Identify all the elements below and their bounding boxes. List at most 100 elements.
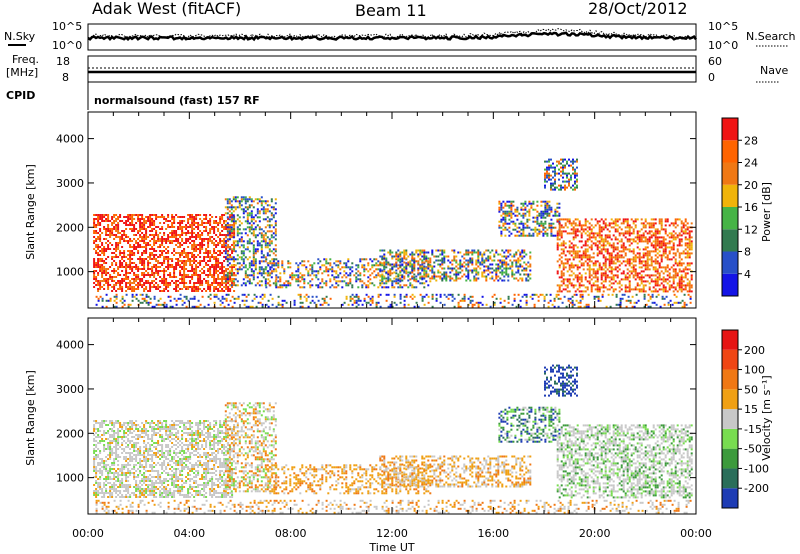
range-gate-cell — [678, 218, 681, 221]
range-gate-cell — [429, 264, 432, 267]
range-gate-cell — [217, 262, 220, 264]
range-gate-cell — [393, 263, 396, 266]
range-gate-cell — [101, 264, 104, 266]
range-gate-cell — [115, 250, 118, 252]
range-gate-cell — [199, 246, 202, 248]
range-gate-cell — [632, 238, 635, 241]
range-gate-cell — [529, 269, 532, 272]
range-gate-cell — [297, 266, 300, 269]
range-gate-cell — [610, 252, 613, 255]
range-gate-cell — [149, 230, 152, 232]
range-gate-cell — [137, 266, 140, 268]
range-gate-cell — [666, 290, 669, 293]
range-gate-cell — [163, 280, 166, 282]
range-gate-cell — [407, 275, 410, 278]
range-gate-cell — [367, 270, 370, 273]
range-gate-cell — [560, 272, 563, 275]
range-gate-cell — [538, 228, 541, 231]
range-gate-cell — [514, 234, 517, 237]
range-gate-cell — [610, 286, 613, 289]
range-gate-cell — [135, 234, 138, 236]
range-gate-cell — [252, 272, 255, 275]
range-gate-cell — [229, 216, 232, 218]
range-gate-cell — [234, 268, 237, 271]
range-gate-cell — [133, 246, 136, 248]
range-gate-cell — [228, 230, 231, 233]
range-gate-cell — [127, 240, 130, 242]
range-gate-cell — [137, 288, 140, 290]
range-gate-cell — [636, 238, 639, 241]
range-gate-cell — [191, 246, 194, 248]
range-gate-cell — [662, 228, 665, 231]
range-gate-cell — [207, 220, 210, 222]
range-gate-cell — [558, 188, 560, 191]
range-gate-cell — [578, 286, 581, 289]
range-gate-cell — [622, 256, 625, 259]
range-gate-cell — [252, 250, 255, 253]
range-gate-cell — [582, 250, 585, 253]
range-gate-cell — [546, 172, 548, 175]
range-gate-cell — [688, 240, 691, 243]
range-gate-cell — [511, 265, 514, 268]
range-gate-cell — [690, 274, 693, 277]
range-gate-cell — [93, 218, 96, 220]
range-gate-cell — [648, 230, 651, 233]
range-gate-cell — [199, 282, 202, 284]
range-gate-cell — [654, 282, 657, 285]
range-gate-cell — [219, 284, 222, 286]
range-gate-cell — [519, 277, 522, 280]
range-gate-cell — [329, 286, 332, 289]
range-gate-cell — [199, 274, 202, 276]
range-gate-cell — [598, 286, 601, 289]
range-gate-cell — [115, 270, 118, 272]
range-gate-cell — [191, 290, 194, 292]
range-gate-cell — [401, 274, 404, 277]
range-gate-cell — [323, 299, 326, 302]
range-gate-cell — [207, 276, 210, 278]
range-gate-cell — [369, 274, 372, 277]
range-gate-cell — [558, 276, 561, 279]
range-gate-cell — [620, 240, 623, 243]
range-gate-cell — [439, 265, 442, 268]
range-gate-cell — [125, 256, 128, 258]
range-gate-cell — [582, 290, 585, 293]
range-gate-cell — [113, 252, 116, 254]
range-gate-cell — [457, 271, 460, 274]
range-gate-cell — [101, 244, 104, 246]
range-gate-cell — [503, 275, 506, 278]
range-gate-cell — [628, 288, 631, 291]
range-gate-cell — [147, 236, 150, 238]
range-gate-cell — [656, 268, 659, 271]
range-gate-cell — [175, 252, 178, 254]
range-gate-cell — [403, 275, 406, 278]
range-gate-cell — [252, 244, 255, 247]
nave-label: Nave — [760, 64, 788, 77]
range-gate-cell — [249, 305, 252, 308]
range-gate-cell — [483, 275, 486, 278]
range-gate-cell — [117, 244, 120, 246]
range-gate-cell — [628, 240, 631, 243]
range-gate-cell — [477, 257, 480, 260]
range-gate-cell — [608, 242, 611, 245]
range-gate-cell — [119, 274, 122, 276]
range-gate-cell — [209, 220, 212, 222]
range-gate-cell — [109, 248, 112, 250]
range-gate-cell — [115, 264, 118, 266]
range-gate-cell — [485, 277, 488, 280]
range-gate-cell — [507, 249, 510, 252]
range-gate-cell — [632, 248, 635, 251]
range-gate-cell — [117, 242, 120, 244]
range-gate-cell — [95, 230, 98, 232]
range-gate-cell — [636, 272, 639, 275]
range-gate-cell — [201, 234, 204, 236]
range-gate-cell — [211, 216, 214, 218]
range-gate-cell — [147, 303, 150, 306]
range-gate-cell — [135, 288, 138, 290]
range-gate-cell — [213, 295, 216, 298]
range-gate-cell — [590, 248, 593, 251]
range-gate-cell — [252, 254, 255, 257]
range-gate-cell — [455, 255, 458, 258]
range-gate-cell — [682, 224, 685, 227]
range-gate-cell — [246, 200, 249, 203]
range-gate-cell — [560, 218, 563, 221]
